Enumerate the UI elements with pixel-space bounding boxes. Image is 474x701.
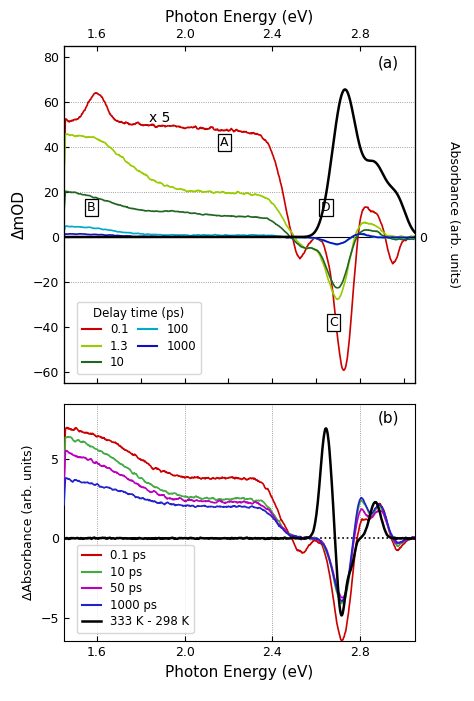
Text: x 5: x 5 (149, 111, 171, 125)
Text: B: B (87, 201, 96, 215)
Text: D: D (321, 201, 331, 215)
Legend: 0.1 ps, 10 ps, 50 ps, 1000 ps, 333 K - 298 K: 0.1 ps, 10 ps, 50 ps, 1000 ps, 333 K - 2… (77, 545, 194, 633)
Text: (a): (a) (378, 55, 399, 71)
Text: (b): (b) (377, 411, 399, 426)
Y-axis label: Absorbance (arb. units): Absorbance (arb. units) (447, 141, 460, 288)
Text: C: C (329, 316, 338, 329)
Legend: 0.1, 1.3, 10, 100, 1000: 0.1, 1.3, 10, 100, 1000 (77, 302, 201, 374)
X-axis label: Photon Energy (eV): Photon Energy (eV) (165, 665, 313, 680)
Text: A: A (220, 136, 228, 149)
Y-axis label: ΔAbsorbance (arb. units): ΔAbsorbance (arb. units) (22, 444, 35, 600)
X-axis label: Photon Energy (eV): Photon Energy (eV) (165, 10, 313, 25)
Y-axis label: ΔmOD: ΔmOD (12, 190, 27, 239)
